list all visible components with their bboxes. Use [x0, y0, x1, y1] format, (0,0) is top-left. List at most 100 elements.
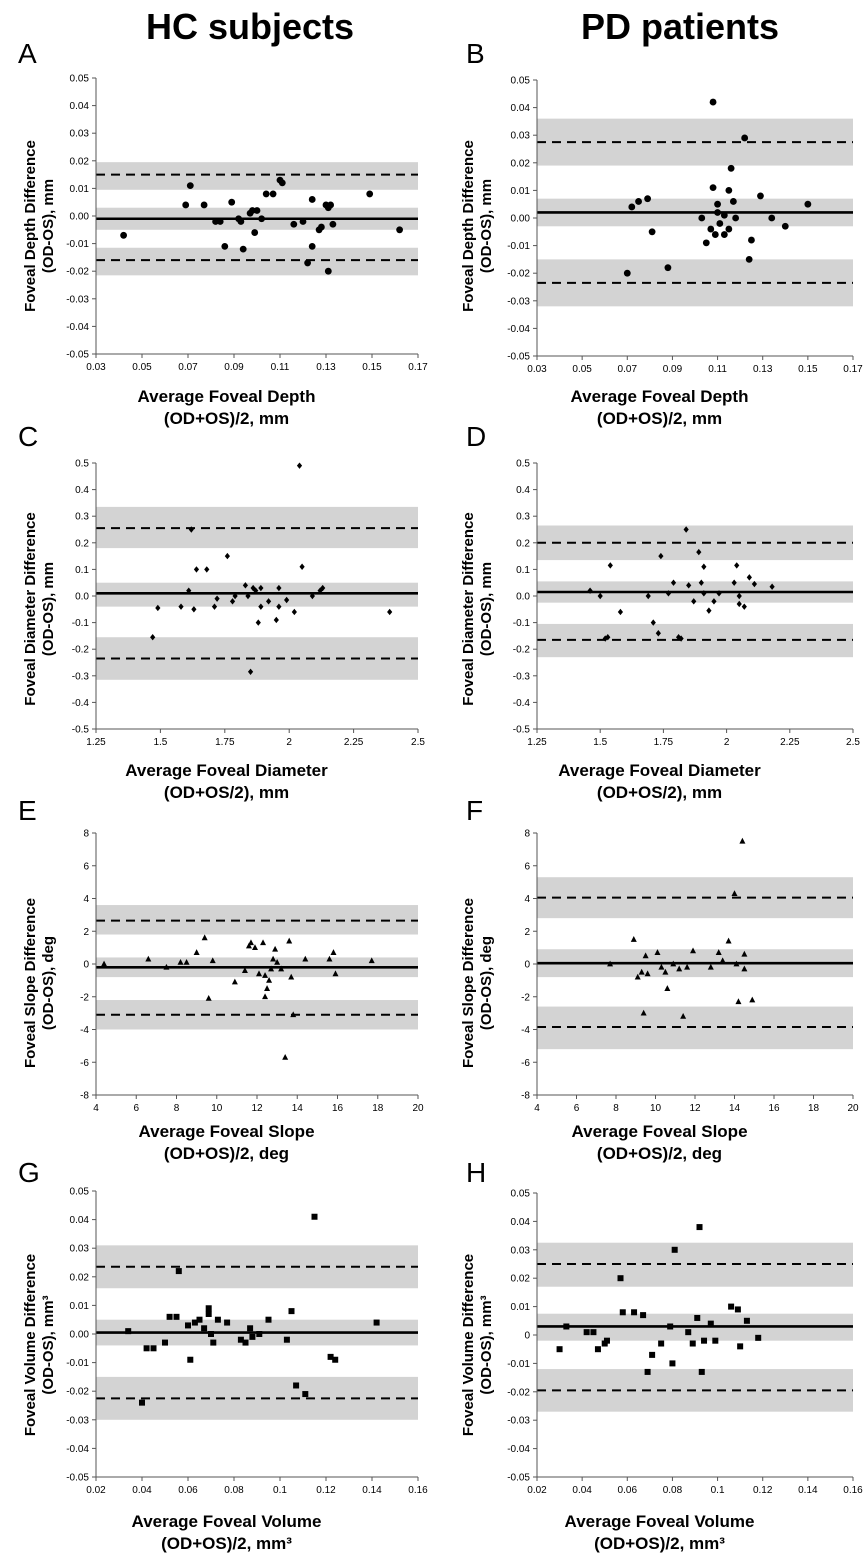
- data-point: [563, 1323, 570, 1330]
- y-tick-label: 0.04: [70, 101, 90, 112]
- data-point: [680, 1013, 687, 1019]
- data-point: [209, 957, 216, 964]
- data-point: [173, 1313, 180, 1320]
- x-axis-label: Average Foveal Depth (OD+OS)/2, mm: [137, 387, 316, 428]
- x-tick-label: 14: [729, 1103, 741, 1114]
- chart-area: 0.50.40.30.20.10.0-0.1-0.2-0.3-0.4-0.51.…: [513, 459, 861, 749]
- data-point: [701, 590, 707, 597]
- data-point: [288, 1308, 295, 1315]
- y-tick-label: 0.01: [511, 1302, 531, 1313]
- data-point: [139, 1399, 145, 1406]
- data-point: [311, 1213, 318, 1220]
- data-point: [270, 955, 277, 962]
- data-point: [683, 526, 689, 533]
- data-point: [644, 970, 651, 977]
- data-point: [221, 242, 229, 250]
- x-tick-label: 10: [650, 1103, 662, 1114]
- y-tick-label: 0.01: [70, 1301, 90, 1312]
- x-tick-label: 0.17: [408, 362, 428, 373]
- x-tick-label: 0.14: [798, 1485, 818, 1496]
- x-tick-label: 0.09: [224, 362, 244, 373]
- data-point: [749, 996, 756, 1003]
- data-point: [245, 592, 251, 600]
- data-point: [288, 973, 295, 980]
- y-tick-label: -0.04: [507, 1444, 530, 1455]
- data-point: [247, 1325, 254, 1332]
- x-tick-label: 2.25: [344, 737, 364, 748]
- x-tick-label: 0.13: [753, 364, 773, 375]
- data-point: [290, 1011, 297, 1018]
- data-point: [175, 1268, 182, 1275]
- data-point: [193, 949, 200, 955]
- x-axis-label: Average Foveal Depth (OD+OS)/2, mm: [570, 387, 749, 428]
- x-tick-label: 10: [211, 1103, 223, 1114]
- panel-letter: C: [18, 421, 39, 452]
- y-tick-label: -0.1: [72, 618, 90, 629]
- data-point: [278, 965, 285, 972]
- y-tick-label: 0.05: [511, 76, 531, 87]
- data-point: [725, 225, 733, 233]
- y-tick-label: 0.03: [70, 1244, 90, 1255]
- data-point: [291, 608, 297, 616]
- data-point: [231, 978, 238, 985]
- y-tick-label: 6: [524, 861, 530, 872]
- data-point: [727, 164, 735, 172]
- data-point: [224, 552, 230, 560]
- x-axis-label: Average Foveal Volume (OD+OS)/2, mm³: [131, 1512, 322, 1553]
- data-point: [707, 963, 714, 970]
- data-point: [143, 1345, 150, 1352]
- x-axis-label: Average Foveal Diameter (OD+OS/2), mm: [558, 761, 761, 802]
- y-tick-label: 0.01: [511, 186, 531, 197]
- data-point: [272, 945, 279, 952]
- panel-c: C Foveal Diameter Difference (OD-OS), mm …: [0, 421, 433, 804]
- data-point: [631, 1309, 638, 1316]
- data-point: [262, 972, 269, 978]
- data-point: [251, 944, 258, 951]
- data-point: [145, 955, 152, 962]
- data-point: [725, 187, 733, 194]
- y-tick-label: 0.1: [516, 565, 530, 576]
- y-tick-label: -0.01: [66, 1358, 89, 1369]
- y-tick-label: -0.5: [513, 725, 531, 736]
- data-point: [690, 947, 697, 954]
- data-point: [266, 976, 273, 983]
- y-tick-label: 0.03: [511, 131, 531, 142]
- data-point: [186, 182, 194, 190]
- y-tick-label: -0.05: [66, 350, 89, 361]
- data-point: [658, 963, 665, 970]
- data-point: [278, 179, 286, 187]
- data-point: [781, 222, 789, 230]
- data-point: [282, 1053, 289, 1060]
- y-tick-label: 0.0: [516, 592, 530, 603]
- data-point: [247, 939, 254, 946]
- data-point: [634, 973, 641, 980]
- data-point: [256, 1331, 263, 1337]
- data-point: [667, 1323, 674, 1330]
- y-tick-label: -0.3: [72, 671, 90, 682]
- data-point: [715, 949, 722, 955]
- data-point: [269, 190, 277, 198]
- data-point: [191, 1319, 198, 1326]
- data-point: [237, 218, 245, 225]
- x-tick-label: 12: [251, 1103, 263, 1114]
- y-tick-label: 0.04: [511, 1217, 531, 1228]
- y-tick-label: 0.5: [516, 459, 530, 470]
- panel-letter: B: [466, 38, 485, 69]
- data-point: [635, 198, 642, 205]
- data-point: [757, 192, 764, 200]
- y-tick-label: -0.2: [513, 645, 531, 656]
- data-point: [603, 1337, 610, 1344]
- data-point: [332, 1356, 339, 1363]
- data-point: [709, 98, 717, 106]
- data-point: [607, 960, 614, 967]
- x-tick-label: 0.02: [527, 1485, 547, 1496]
- x-tick-label: 0.07: [178, 362, 198, 373]
- data-point: [274, 958, 281, 965]
- data-point: [755, 1334, 762, 1341]
- y-tick-label: 8: [83, 829, 89, 840]
- y-tick-label: -8: [521, 1091, 530, 1102]
- data-point: [327, 1353, 334, 1360]
- y-tick-label: 0.04: [70, 1215, 90, 1226]
- data-point: [332, 970, 339, 977]
